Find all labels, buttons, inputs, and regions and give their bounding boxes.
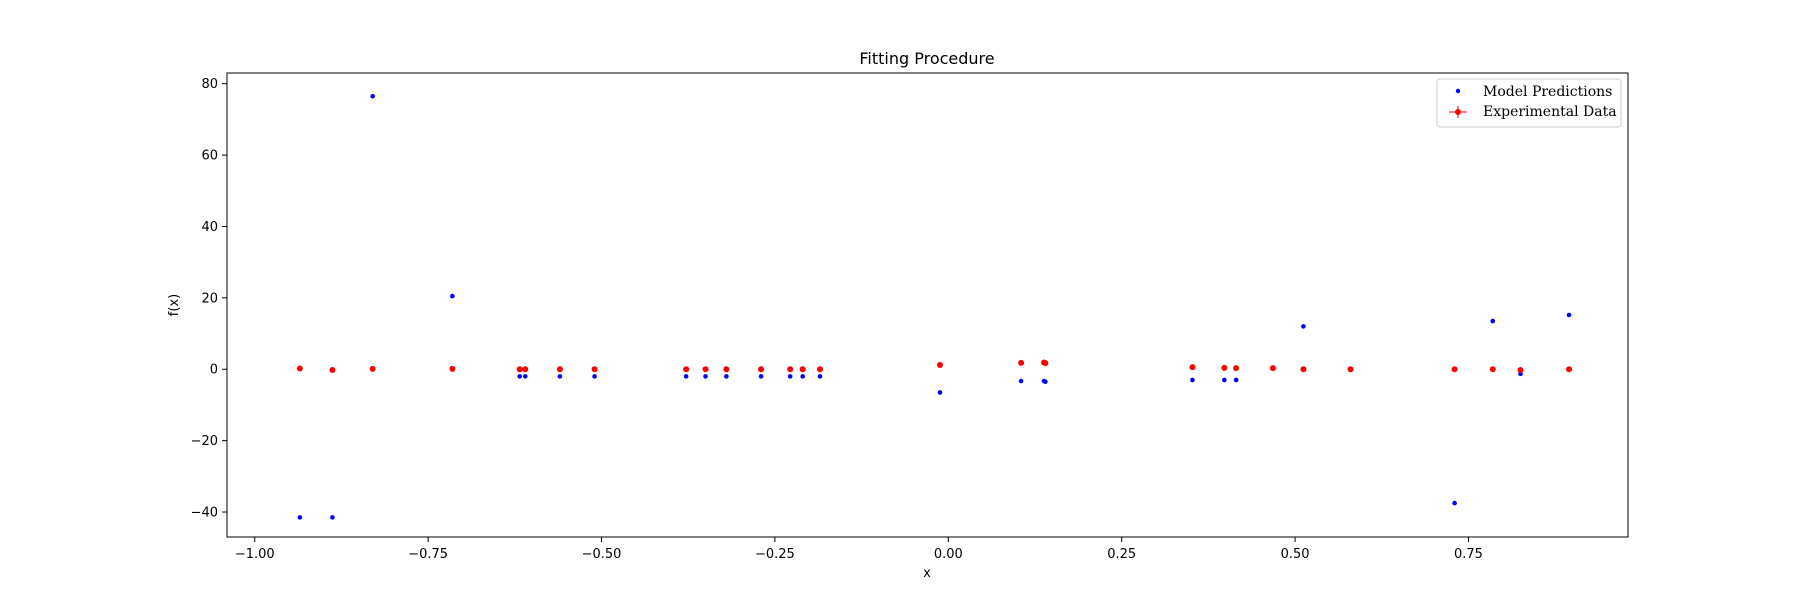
experimental-data-point xyxy=(758,366,765,373)
model-prediction-point xyxy=(1566,312,1572,318)
model-prediction-point xyxy=(557,374,563,379)
model-prediction-point xyxy=(937,390,943,395)
x-axis-label: x xyxy=(923,566,931,581)
experimental-data-point xyxy=(591,366,598,373)
model-prediction-point xyxy=(703,374,708,379)
legend-label-model-predictions: Model Predictions xyxy=(1483,84,1612,100)
plot-frame xyxy=(226,72,1629,538)
legend-marker-experimental-data xyxy=(1455,109,1461,115)
model-prediction-point xyxy=(330,515,335,520)
plot-area xyxy=(296,93,1573,520)
experimental-data-point xyxy=(787,366,794,373)
x-tick-label: 0.25 xyxy=(1107,547,1136,562)
experimental-data-point xyxy=(816,366,823,373)
experimental-data-point xyxy=(1042,360,1049,367)
y-tick-label: 80 xyxy=(201,77,218,92)
y-axis: −40 −20 0 20 40 60 80 xyxy=(191,77,227,521)
model-prediction-point xyxy=(1301,324,1306,329)
model-prediction-point xyxy=(800,374,805,379)
x-tick-label: −0.50 xyxy=(582,547,622,562)
model-prediction-point xyxy=(683,374,689,379)
experimental-data-point xyxy=(1189,364,1196,371)
experimental-data-point xyxy=(1233,365,1240,372)
experimental-data-point xyxy=(556,366,563,373)
model-prediction-point xyxy=(517,374,522,379)
experimental-data-point xyxy=(1489,366,1496,373)
experimental-data-point xyxy=(1566,366,1573,373)
experimental-data-point xyxy=(329,366,336,373)
experimental-data-point xyxy=(1269,365,1276,372)
model-prediction-point xyxy=(450,293,455,299)
model-prediction-point xyxy=(522,374,528,379)
experimental-data-point xyxy=(683,366,690,373)
y-tick-label: −40 xyxy=(191,506,218,521)
experimental-data-point xyxy=(1517,366,1524,373)
experimental-data-point xyxy=(1347,366,1354,373)
chart-title: Fitting Procedure xyxy=(859,49,994,68)
experimental-data-point xyxy=(296,365,303,372)
y-tick-label: 40 xyxy=(201,220,218,235)
experimental-data-point xyxy=(449,365,456,372)
model-prediction-point xyxy=(758,374,764,379)
experimental-data-point xyxy=(1300,366,1307,373)
model-prediction-point xyxy=(297,515,303,520)
experimental-data-point xyxy=(799,366,806,373)
model-prediction-point xyxy=(787,374,793,379)
legend-label-experimental-data: Experimental Data xyxy=(1483,104,1617,120)
legend: Model Predictions Experimental Data xyxy=(1436,78,1622,128)
experimental-data-point xyxy=(369,365,376,372)
model-prediction-point xyxy=(724,374,729,379)
experimental-data-point xyxy=(522,366,529,373)
y-tick-label: 20 xyxy=(201,291,218,306)
experimental-data-point xyxy=(1221,364,1228,371)
model-prediction-point xyxy=(370,93,375,99)
legend-frame xyxy=(1436,78,1622,128)
y-tick-label: 60 xyxy=(201,149,218,164)
experimental-data-point xyxy=(723,366,730,373)
model-prediction-point xyxy=(1452,500,1457,506)
x-axis: −1.00 −0.75 −0.50 −0.25 0.00 0.25 0.50 0.75 xyxy=(235,537,1483,562)
experimental-data-point xyxy=(702,366,709,373)
model-prediction-point xyxy=(1018,378,1024,384)
x-tick-label: 0.75 xyxy=(1454,547,1483,562)
model-prediction-point xyxy=(1043,379,1048,385)
experimental-data-point xyxy=(1451,366,1458,373)
y-tick-label: 0 xyxy=(210,363,218,378)
legend-marker-model-predictions xyxy=(1455,88,1461,94)
model-prediction-point xyxy=(1222,377,1227,383)
model-prediction-point xyxy=(1518,371,1523,377)
x-tick-label: −0.25 xyxy=(755,547,795,562)
experimental-data-point xyxy=(516,366,523,373)
model-prediction-point xyxy=(1233,377,1239,383)
model-prediction-point xyxy=(592,374,597,379)
experimental-data-point xyxy=(936,361,943,368)
model-prediction-point xyxy=(1490,318,1496,324)
model-prediction-point xyxy=(1190,377,1195,383)
model-prediction-point xyxy=(817,374,823,379)
y-tick-label: −20 xyxy=(191,434,218,449)
y-axis-label: f(x) xyxy=(167,294,182,316)
experimental-data-point xyxy=(1018,359,1025,366)
x-tick-label: −0.75 xyxy=(408,547,448,562)
x-tick-label: 0.50 xyxy=(1281,547,1310,562)
x-tick-label: 0.00 xyxy=(934,547,963,562)
x-tick-label: −1.00 xyxy=(235,547,275,562)
